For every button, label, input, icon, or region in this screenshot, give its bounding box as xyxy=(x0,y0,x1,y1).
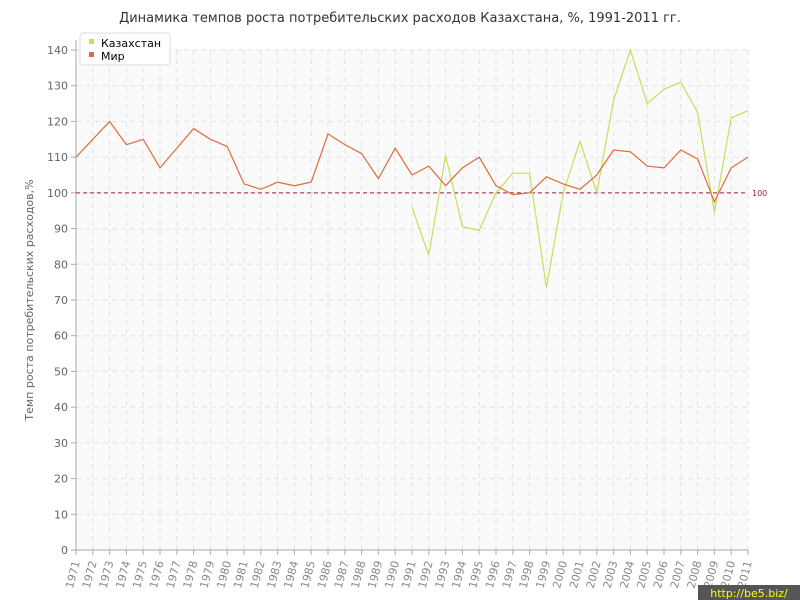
legend-swatch-world xyxy=(89,52,94,57)
y-axis-label: Темп роста потребительских расходов,% xyxy=(23,179,36,421)
y-tick-label: 30 xyxy=(54,437,68,450)
series-group xyxy=(75,48,749,288)
y-tick-label: 100 xyxy=(47,187,68,200)
y-tick-label: 130 xyxy=(47,80,68,93)
y-tick-label: 80 xyxy=(54,258,68,271)
series-line-world xyxy=(75,120,749,204)
watermark-bg xyxy=(698,585,800,600)
legend-swatch-kazakhstan xyxy=(89,39,94,44)
y-tick-label: 0 xyxy=(61,544,68,557)
legend-box xyxy=(79,32,171,66)
y-tick-label: 10 xyxy=(54,508,68,521)
y-tick-label: 90 xyxy=(54,223,68,236)
y-tick-label: 40 xyxy=(54,401,68,414)
y-tick-label: 60 xyxy=(54,330,68,343)
y-tick-label: 120 xyxy=(47,115,68,128)
y-tick-label: 50 xyxy=(54,365,68,378)
watermark: http://be5.biz/ xyxy=(698,585,800,600)
y-axis: 0 10 20 30 40 50 60 70 80 90 100 110 120 130 140 xyxy=(47,40,77,557)
y-tick-label: 70 xyxy=(54,294,68,307)
legend-label-kazakhstan: Казахстан xyxy=(101,37,161,50)
chart-title: Динамика темпов роста потребительских ра… xyxy=(119,11,681,26)
reference-line: 100 xyxy=(76,189,767,198)
watermark-text: http://be5.biz/ xyxy=(710,587,788,600)
grid xyxy=(75,49,749,551)
y-tick-label: 140 xyxy=(47,44,68,57)
y-tick-label: 20 xyxy=(54,473,68,486)
legend-label-world: Мир xyxy=(101,50,125,63)
x-axis: 1971197219731974197519761977197819791980… xyxy=(63,549,755,590)
y-tick-label: 110 xyxy=(47,151,68,164)
reference-line-label: 100 xyxy=(752,189,767,198)
series-line-kazakhstan xyxy=(411,48,749,288)
